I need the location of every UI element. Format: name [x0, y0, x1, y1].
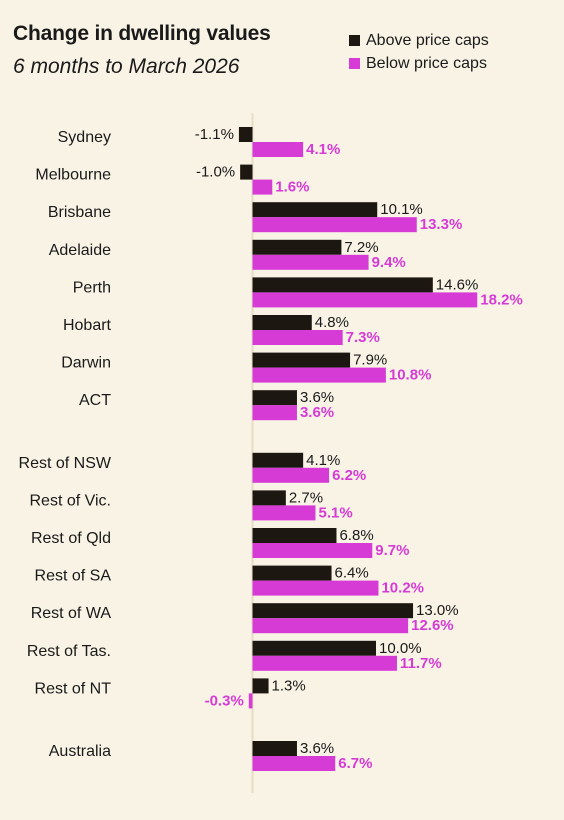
value-label-below-rest-of-nsw: 6.2% [332, 467, 366, 484]
bar-below-rest-of-wa [252, 618, 409, 634]
bar-above-perth [252, 277, 433, 293]
bar-below-act [252, 405, 297, 421]
value-label-above-sydney: -1.1% [195, 126, 234, 143]
bar-below-rest-of-vic [252, 505, 316, 521]
value-label-below-perth: 18.2% [480, 291, 523, 308]
bar-above-sydney [238, 127, 253, 142]
bar-below-perth [252, 292, 478, 308]
bar-below-darwin [252, 367, 386, 383]
category-label-rest-of-sa: Rest of SA [35, 568, 112, 585]
value-label-below-rest-of-tas: 11.7% [400, 655, 442, 672]
value-label-below-rest-of-nt: -0.3% [205, 692, 244, 709]
bar-above-hobart [252, 315, 312, 330]
value-label-above-australia: 3.6% [300, 740, 334, 757]
value-label-above-rest-of-vic: 2.7% [289, 489, 323, 506]
bar-below-rest-of-tas [252, 655, 397, 671]
bar-above-darwin [252, 352, 351, 368]
legend-swatch-above [349, 35, 360, 46]
value-label-below-adelaide: 9.4% [372, 254, 406, 271]
chart-title: Change in dwelling values [13, 22, 271, 45]
category-label-hobart: Hobart [63, 317, 112, 334]
bar-above-rest-of-vic [252, 490, 286, 506]
bar-above-rest-of-qld [252, 528, 337, 543]
value-label-above-rest-of-nt: 1.3% [272, 677, 306, 694]
category-label-rest-of-wa: Rest of WA [31, 605, 112, 622]
bar-above-rest-of-sa [252, 565, 332, 581]
category-label-australia: Australia [49, 743, 111, 760]
value-label-below-rest-of-sa: 10.2% [381, 580, 424, 597]
legend-item-above: Above price caps [349, 29, 489, 52]
value-label-below-brisbane: 13.3% [420, 216, 463, 233]
value-label-below-rest-of-vic: 5.1% [318, 504, 352, 521]
value-label-below-rest-of-wa: 12.6% [411, 617, 454, 634]
category-label-sydney: Sydney [58, 129, 111, 146]
value-label-below-australia: 6.7% [338, 755, 372, 772]
category-label-rest-of-tas: Rest of Tas. [27, 643, 111, 660]
value-label-above-darwin: 7.9% [353, 352, 387, 369]
bar-below-sydney [252, 142, 304, 157]
value-label-below-rest-of-qld: 9.7% [375, 542, 409, 559]
chart-subtitle: 6 months to March 2026 [13, 55, 240, 78]
category-label-melbourne: Melbourne [35, 167, 111, 184]
bar-below-rest-of-nsw [252, 467, 330, 483]
bar-below-rest-of-qld [252, 543, 373, 558]
value-label-above-hobart: 4.8% [315, 314, 349, 331]
category-label-rest-of-qld: Rest of Qld [31, 530, 111, 547]
category-label-rest-of-vic: Rest of Vic. [29, 492, 111, 509]
bar-below-melbourne [252, 179, 273, 195]
bar-above-adelaide [252, 239, 342, 255]
category-label-darwin: Darwin [61, 355, 111, 372]
bar-above-melbourne [240, 164, 253, 180]
bar-above-brisbane [252, 202, 378, 218]
bar-above-rest-of-wa [252, 603, 414, 619]
value-label-above-rest-of-nsw: 4.1% [306, 452, 340, 469]
value-label-above-rest-of-tas: 10.0% [379, 640, 422, 657]
category-label-brisbane: Brisbane [48, 204, 111, 221]
value-label-below-act: 3.6% [300, 404, 334, 421]
value-label-below-sydney: 4.1% [306, 141, 340, 158]
legend-label-above: Above price caps [366, 31, 489, 49]
category-label-act: ACT [79, 392, 111, 409]
value-label-above-perth: 14.6% [436, 276, 479, 293]
category-label-perth: Perth [73, 279, 111, 296]
value-label-below-melbourne: 1.6% [275, 179, 309, 196]
value-label-above-rest-of-sa: 6.4% [335, 565, 369, 582]
value-label-above-rest-of-wa: 13.0% [416, 602, 459, 619]
bar-below-rest-of-sa [252, 580, 379, 596]
bar-above-rest-of-nt [252, 678, 269, 694]
bar-above-rest-of-tas [252, 640, 376, 656]
value-label-above-melbourne: -1.0% [196, 164, 235, 181]
category-label-adelaide: Adelaide [49, 242, 111, 259]
legend: Above price caps Below price caps [349, 29, 489, 75]
value-label-above-adelaide: 7.2% [344, 239, 378, 256]
bar-below-rest-of-nt [248, 693, 253, 709]
value-label-below-darwin: 10.8% [389, 367, 432, 384]
legend-label-below: Below price caps [366, 54, 487, 72]
bar-below-adelaide [252, 254, 369, 270]
legend-swatch-below [349, 58, 360, 69]
bar-above-rest-of-nsw [252, 452, 304, 468]
category-label-rest-of-nt: Rest of NT [35, 680, 112, 697]
bar-below-hobart [252, 330, 343, 345]
bar-below-brisbane [252, 217, 417, 233]
value-label-above-rest-of-qld: 6.8% [339, 527, 373, 544]
bar-below-australia [252, 756, 336, 771]
value-label-below-hobart: 7.3% [346, 329, 380, 346]
value-label-above-brisbane: 10.1% [380, 201, 423, 218]
bar-above-australia [252, 741, 297, 756]
legend-item-below: Below price caps [349, 52, 489, 75]
value-label-above-act: 3.6% [300, 389, 334, 406]
bar-above-act [252, 390, 297, 406]
category-label-rest-of-nsw: Rest of NSW [19, 455, 112, 472]
